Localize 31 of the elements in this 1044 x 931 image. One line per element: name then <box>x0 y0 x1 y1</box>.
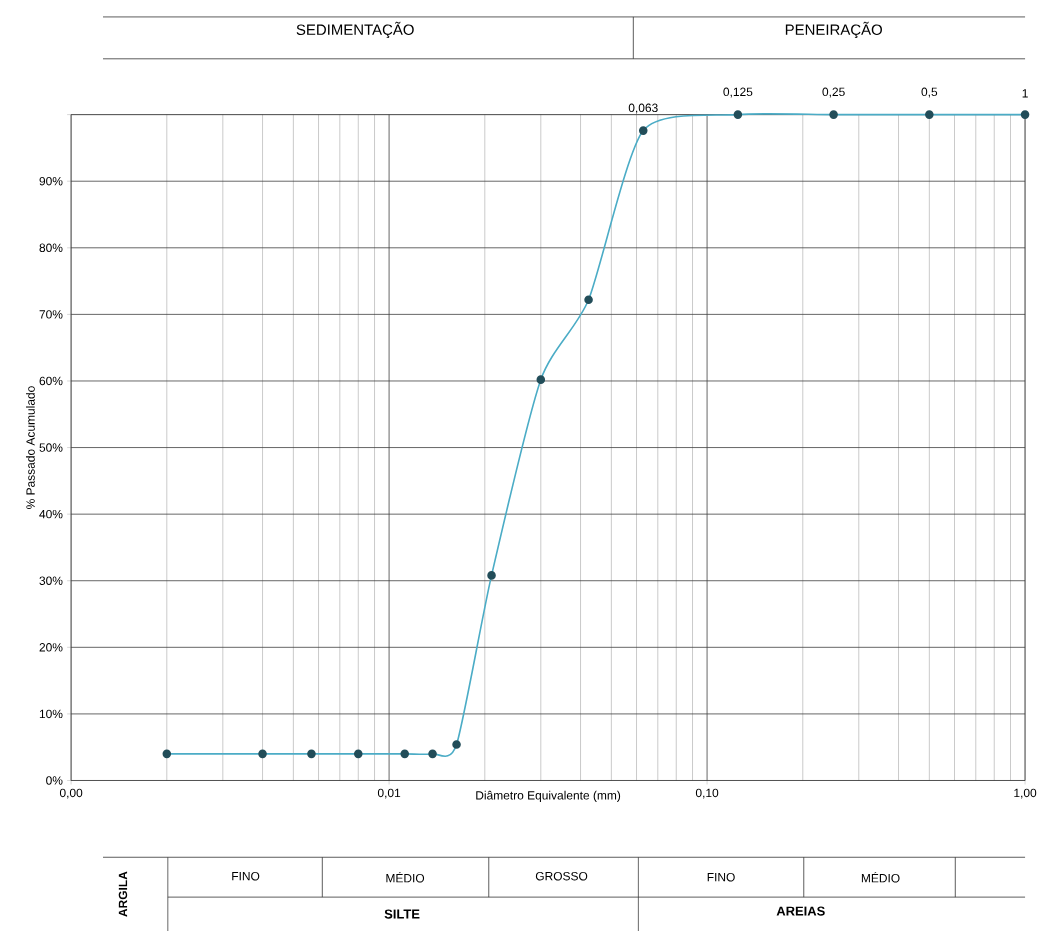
annotation: 0,25 <box>822 87 845 98</box>
x-tick-label: 1,00 <box>1014 788 1037 799</box>
annotation: 1 <box>1022 89 1028 98</box>
y-tick-label: 60% <box>39 376 63 386</box>
text: AREIAS <box>776 906 825 916</box>
annotation: 0,5 <box>921 87 938 98</box>
y-tick-label: 90% <box>39 176 63 186</box>
y-axis-title: % Passado Acumulado <box>26 386 35 509</box>
y-tick-label: 80% <box>39 243 63 253</box>
text: ARGILA <box>118 871 128 917</box>
text: SEDIMENTAÇÃO <box>296 21 414 39</box>
x-tick-label: 0,01 <box>377 788 401 799</box>
text: MÉDIO <box>386 871 425 883</box>
annotation: 0,063 <box>628 103 658 114</box>
text: FINO <box>707 872 735 882</box>
text: GROSSO <box>535 871 588 881</box>
annotation: 0,125 <box>723 87 753 98</box>
y-tick-label: 50% <box>39 443 63 452</box>
y-tick-label: 40% <box>39 509 63 519</box>
y-tick-label: 30% <box>39 576 63 585</box>
text: SILTE <box>384 909 420 919</box>
text: MÉDIO <box>861 871 900 883</box>
text: PENEIRAÇÃO <box>785 21 882 39</box>
x-tick-label: 0,10 <box>695 788 719 799</box>
y-tick-label: 10% <box>39 709 63 719</box>
y-tick-label: 20% <box>39 643 63 652</box>
y-tick-label: 70% <box>39 310 63 319</box>
x-axis-title: Diâmetro Equivalente (mm) <box>476 790 621 802</box>
text: FINO <box>232 871 260 881</box>
y-tick-label: 0% <box>46 776 63 785</box>
x-tick-label: 0,00 <box>59 788 83 799</box>
